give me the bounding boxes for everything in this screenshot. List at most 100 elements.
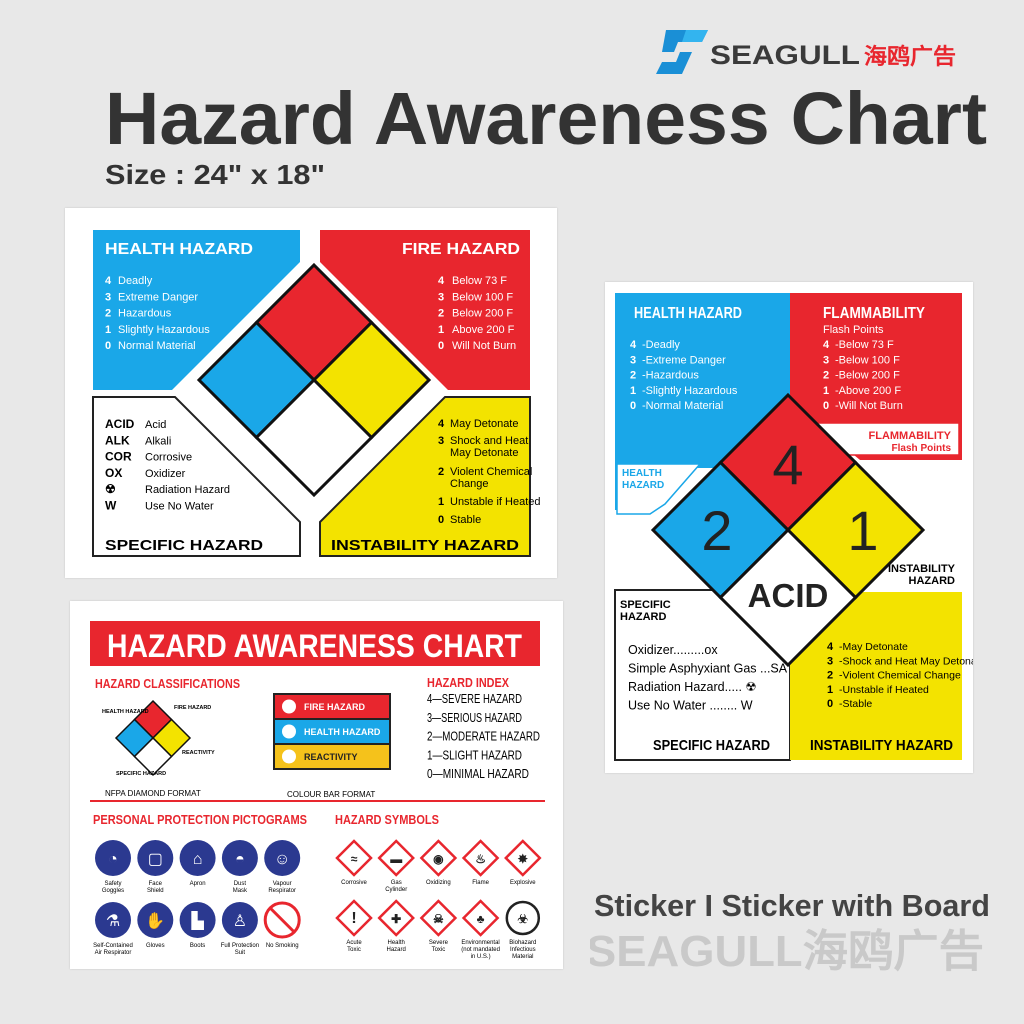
rating-text: -Above 200 F — [835, 385, 901, 397]
colour-bar-label: HEALTH HAZARD — [304, 727, 381, 737]
rating-text: Extreme Danger — [118, 291, 198, 303]
rating-text: Below 200 F — [452, 308, 513, 320]
rating-number: 1 — [827, 684, 833, 696]
health-panel — [93, 230, 300, 390]
ppe-label: No Smoking — [266, 943, 299, 949]
health-rating: 2 — [701, 499, 732, 562]
goggles-icon: ◔ — [95, 840, 131, 876]
rating-number: 3 — [438, 291, 444, 303]
product-options: Sticker I Sticker with Board — [594, 888, 990, 923]
health-label: HAZARD — [622, 480, 664, 491]
specific-code: OX — [105, 466, 122, 480]
symbol-label: Severe — [429, 940, 449, 946]
ppe-label: Self-Contained — [93, 943, 133, 949]
nfpa-chart-portrait: HEALTH HAZARD 4 -Deadly 3 -Extreme Danger 2 -H… — [605, 282, 986, 773]
specific-title: SPECIFIC HAZARD — [653, 737, 770, 754]
watermark: SEAGULL海鸥广告 — [590, 927, 984, 976]
specific-code: ACID — [105, 417, 135, 431]
ppe-label: Vapour — [273, 881, 292, 887]
flame-icon: ♨ — [461, 839, 500, 877]
nfpa-chart-landscape: HEALTH HAZARD 4 Deadly 3 Extreme Danger 2 Haza… — [65, 208, 557, 578]
banner-title: HAZARD AWARENESS CHART — [107, 628, 522, 664]
specific-label: HAZARD — [620, 611, 666, 623]
apron-icon: ⌂ — [179, 840, 216, 876]
rating-number: 3 — [438, 435, 444, 447]
section-title: HAZARD CLASSIFICATIONS — [95, 676, 240, 691]
rating-number: 3 — [823, 354, 829, 366]
protection-suit-icon: ♙ — [221, 902, 258, 938]
ppe-label: Safety — [104, 881, 121, 887]
rating-number: 0 — [438, 340, 444, 352]
specific-code: W — [105, 499, 117, 513]
rating-number: 2 — [630, 370, 636, 382]
health-panel — [615, 293, 790, 510]
rating-number: 0 — [105, 340, 111, 352]
specific-text: Oxidizer — [145, 468, 186, 480]
svg-text:♨: ♨ — [475, 852, 486, 866]
biohazard-icon: ☣ — [505, 900, 541, 936]
symbol-label: Toxic — [432, 947, 446, 953]
no-smoking-icon — [263, 901, 301, 939]
rating-number: 3 — [105, 291, 111, 303]
rating-text: -Deadly — [642, 339, 680, 351]
specific-title: SPECIFIC HAZARD — [105, 537, 263, 554]
specific-panel — [92, 396, 301, 557]
ppe-label: Air Respirator — [95, 950, 132, 956]
symbol-label: Material — [512, 954, 533, 960]
rating-text: -Will Not Burn — [835, 400, 903, 412]
svg-text:✚: ✚ — [391, 912, 401, 926]
ppe-label: Gloves — [146, 943, 165, 949]
gas-cylinder-icon: ▬ — [377, 839, 415, 877]
instability-title: INSTABILITY HAZARD — [331, 537, 519, 554]
specific-quadrant — [254, 377, 374, 498]
header: Hazard Awareness Chart Size : 24" x 18" — [105, 77, 987, 190]
face-shield-icon: ▢ — [137, 840, 174, 876]
svg-text:⚗: ⚗ — [106, 913, 120, 930]
specific-code: COR — [105, 450, 132, 464]
ppe-label: Apron — [190, 881, 206, 887]
rating-text: Deadly — [118, 275, 153, 287]
rating-number: 3 — [630, 354, 636, 366]
rating-number: 4 — [630, 339, 637, 351]
colour-bar-label: REACTIVITY — [304, 752, 358, 762]
symbol-label: Acute — [346, 940, 362, 946]
svg-text:▬: ▬ — [390, 852, 402, 866]
colour-bar-label: FIRE HAZARD — [304, 702, 365, 712]
rating-text: -Shock and Heat May Detonate — [839, 655, 973, 667]
symbol-label: Hazard — [387, 947, 406, 953]
acute-toxic-icon: ! — [335, 899, 373, 937]
rating-number: 0 — [438, 514, 444, 526]
symbol-label: Flame — [472, 880, 489, 886]
svg-text:☺: ☺ — [274, 851, 290, 868]
brand-name: SEAGULL — [710, 40, 860, 70]
fire-title: FIRE HAZARD — [402, 241, 520, 258]
ppe-label: Full Protection — [221, 943, 259, 949]
symbol-label: Infectious — [510, 947, 536, 953]
symbol-label: Toxic — [347, 947, 361, 953]
boots-icon: ▙ — [179, 902, 216, 938]
symbol-label: (not mandated — [461, 947, 500, 953]
flammability-box-title: FLAMMABILITY — [869, 430, 952, 442]
health-title: HEALTH HAZARD — [105, 241, 253, 258]
section-title: PERSONAL PROTECTION PICTOGRAMS — [93, 812, 307, 827]
flammability-title: FLAMMABILITY — [823, 305, 925, 322]
symbol-label: Explosive — [510, 880, 536, 886]
rating-number: 4 — [438, 418, 445, 430]
rating-number: 0 — [827, 698, 833, 710]
specific-text: Corrosive — [145, 452, 192, 464]
corrosive-icon: ≈ — [335, 839, 373, 877]
rating-text: Violent Chemical — [450, 466, 532, 478]
colour-bar-row — [275, 745, 389, 768]
gloves-icon: ✋ — [137, 902, 174, 938]
symbol-label: Environmental — [461, 940, 499, 946]
colour-bar-row — [275, 695, 389, 718]
rating-text: Hazardous — [118, 308, 172, 320]
instability-title: INSTABILITY HAZARD — [810, 737, 953, 754]
rating-number: 2 — [105, 308, 111, 320]
specific-item: Use No Water ........ W — [628, 699, 753, 713]
rating-text: Will Not Burn — [452, 340, 516, 352]
rating-text: Below 73 F — [452, 275, 507, 287]
health-label-box — [616, 463, 702, 515]
rating-number: 0 — [823, 400, 829, 412]
diamond-label: REACTIVITY — [182, 750, 215, 756]
